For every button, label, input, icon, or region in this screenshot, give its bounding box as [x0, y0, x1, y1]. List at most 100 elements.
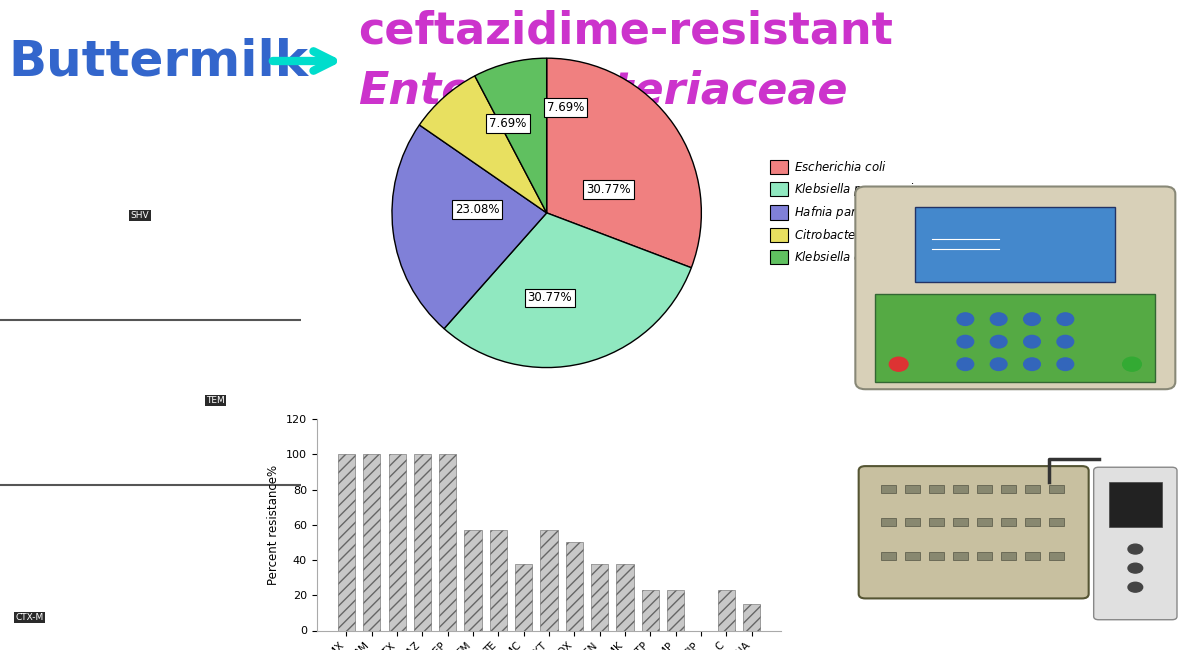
Bar	[271, 279, 292, 282]
Bar	[131, 593, 147, 597]
Bar	[743, 604, 760, 630]
Bar	[82, 265, 102, 270]
Bar	[978, 552, 992, 560]
Bar	[200, 597, 220, 601]
Bar	[249, 400, 266, 403]
Circle shape	[1057, 313, 1073, 326]
Wedge shape	[546, 58, 701, 268]
Bar	[591, 564, 609, 630]
Bar	[155, 232, 170, 235]
Circle shape	[1128, 563, 1143, 573]
Bar	[131, 554, 147, 558]
Bar	[954, 518, 968, 527]
Bar	[226, 270, 241, 274]
Bar	[156, 417, 169, 421]
Text: 30.77%: 30.77%	[527, 291, 572, 304]
Bar	[132, 415, 145, 417]
Text: 30.77%: 30.77%	[586, 183, 631, 196]
Bar	[929, 518, 944, 527]
Bar	[249, 203, 266, 205]
Circle shape	[1123, 358, 1142, 371]
Legend: $\it{Escherichia\ coli}$, $\it{Klebsiella\ pneumoniae}$, $\it{Hafnia\ paralvei}$: $\it{Escherichia\ coli}$, $\it{Klebsiell…	[765, 155, 933, 270]
Text: SHV: SHV	[131, 211, 149, 220]
Bar	[876, 294, 1155, 382]
Bar	[251, 529, 265, 533]
Y-axis label: Percent resistance%: Percent resistance%	[267, 465, 280, 585]
Text: ceftazidime-resistant: ceftazidime-resistant	[358, 10, 892, 53]
Bar	[33, 523, 54, 527]
Bar	[106, 534, 123, 540]
Bar	[156, 194, 169, 198]
Bar	[82, 432, 102, 436]
Bar	[1025, 552, 1040, 560]
Text: CTX-M: CTX-M	[15, 613, 44, 622]
Bar	[1025, 484, 1040, 493]
Circle shape	[1024, 313, 1040, 326]
Bar	[80, 432, 102, 436]
Bar	[272, 200, 291, 205]
Bar	[247, 210, 268, 213]
Bar	[954, 484, 968, 493]
Bar	[227, 421, 240, 426]
Bar	[203, 415, 217, 419]
Text: 544 bp: 544 bp	[212, 638, 238, 647]
Bar	[440, 454, 456, 630]
Bar	[717, 590, 735, 630]
Bar	[338, 454, 355, 630]
Bar	[57, 604, 78, 608]
Bar	[227, 565, 240, 567]
Bar	[1001, 518, 1017, 527]
Bar	[156, 601, 169, 606]
Bar	[175, 243, 197, 248]
Text: 23.08%: 23.08%	[455, 203, 499, 216]
Bar	[58, 522, 78, 526]
Circle shape	[991, 313, 1007, 326]
Bar	[177, 557, 195, 561]
Bar	[104, 411, 125, 415]
Circle shape	[1057, 358, 1073, 370]
Bar	[271, 436, 292, 439]
Bar	[251, 433, 265, 436]
Bar	[247, 554, 268, 558]
Bar	[489, 530, 507, 630]
Bar	[13, 557, 27, 561]
Bar	[566, 543, 583, 630]
Text: TEM: TEM	[206, 396, 225, 405]
Bar	[12, 210, 28, 215]
Circle shape	[991, 358, 1007, 370]
Bar	[905, 552, 920, 560]
Bar	[35, 410, 52, 412]
Bar	[14, 380, 26, 384]
Text: Buttermilk: Buttermilk	[8, 37, 309, 85]
Bar	[1050, 552, 1064, 560]
Circle shape	[1057, 335, 1073, 348]
Bar	[1001, 484, 1017, 493]
Bar	[642, 590, 658, 630]
Bar	[227, 386, 240, 389]
Text: M: M	[8, 493, 15, 502]
Bar	[882, 484, 896, 493]
Bar	[414, 454, 431, 630]
Bar	[106, 586, 124, 590]
Bar	[34, 220, 53, 224]
Bar	[33, 234, 54, 237]
Bar	[82, 398, 102, 403]
Bar	[201, 268, 220, 272]
Bar	[273, 608, 290, 612]
Bar	[203, 564, 216, 568]
Bar	[130, 248, 148, 252]
Circle shape	[1128, 544, 1143, 554]
Bar	[14, 543, 26, 548]
Wedge shape	[444, 213, 691, 367]
Bar	[272, 538, 291, 541]
Wedge shape	[392, 125, 546, 329]
Bar	[176, 446, 196, 450]
FancyBboxPatch shape	[1093, 467, 1177, 619]
Bar	[954, 552, 968, 560]
Circle shape	[957, 358, 974, 370]
Bar	[272, 209, 291, 212]
Bar	[363, 454, 381, 630]
Text: M: M	[8, 328, 15, 337]
Bar	[129, 422, 149, 424]
Bar	[389, 454, 405, 630]
